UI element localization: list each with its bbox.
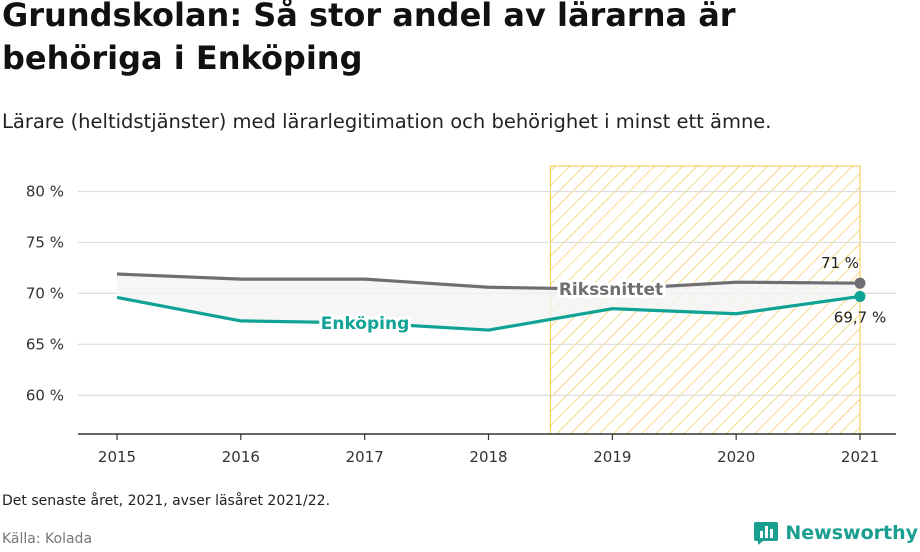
x-tick-label: 2020 [717, 448, 755, 466]
y-tick-label: 70 % [26, 284, 64, 302]
y-tick-label: 65 % [26, 335, 64, 353]
chart-title: Grundskolan: Så stor andel av lärarna är… [2, 0, 736, 77]
gap-band [117, 274, 860, 331]
riket-line [116, 272, 861, 291]
x-tick-label: 2017 [346, 448, 384, 466]
riket-end-label: 71 % [821, 254, 859, 272]
y-tick-label: 75 % [26, 233, 64, 251]
y-tick-label: 80 % [26, 182, 64, 200]
brand[interactable]: Newsworthy [753, 520, 918, 546]
enkoping-line [116, 294, 861, 332]
x-tick-label: 2015 [98, 448, 136, 466]
enkoping-end-label: 69,7 % [834, 308, 886, 326]
source-label: Källa: Kolada [2, 531, 93, 547]
x-tick-label: 2016 [222, 448, 260, 466]
bar-chart-icon [754, 522, 779, 545]
y-tick-label: 60 % [26, 386, 64, 404]
brand-name: Newsworthy [785, 522, 918, 544]
x-tick-label: 2018 [469, 448, 507, 466]
line-chart: 60 % 65 % 70 % 75 % 80 % 2015 2016 2017 2018 2019… [26, 165, 896, 466]
riket-point [854, 277, 866, 289]
x-tick-label: 2021 [841, 448, 879, 466]
footnote: Det senaste året, 2021, avser läsåret 20… [2, 493, 331, 509]
riket-series-label: Rikssnittet [559, 280, 663, 300]
x-tick-label: 2019 [593, 448, 631, 466]
chart-subtitle: Lärare (heltidstjänster) med lärarlegiti… [2, 110, 772, 133]
enkoping-series-label: Enköping [321, 314, 410, 334]
enkoping-point [854, 290, 866, 302]
